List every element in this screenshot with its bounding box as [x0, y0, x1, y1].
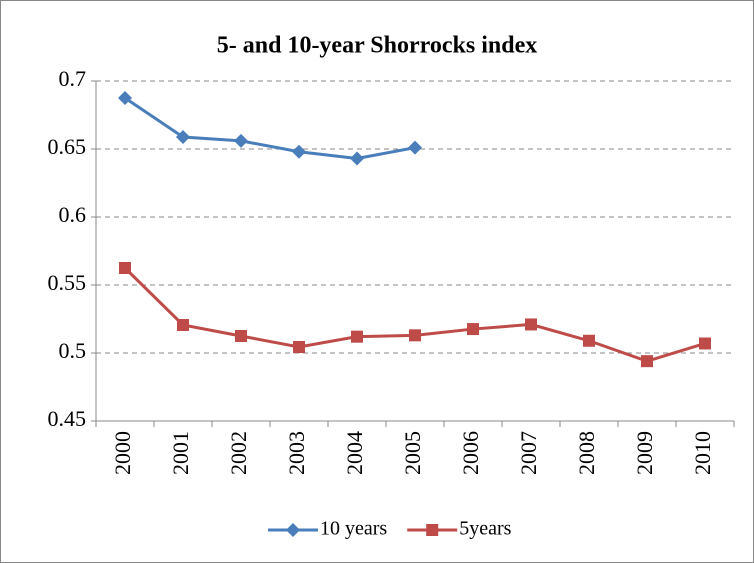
point-marker	[235, 330, 247, 342]
x-tick-label: 2004	[342, 431, 367, 475]
point-marker	[409, 329, 421, 342]
x-tick-label: 2006	[458, 431, 483, 475]
point-marker	[467, 323, 479, 336]
x-tick-label: 2009	[632, 431, 657, 475]
point-marker	[350, 151, 364, 166]
series-line	[124, 96, 416, 161]
point-marker	[699, 337, 711, 350]
y-tick-label: 0.55	[48, 270, 87, 295]
x-tick-label: 2008	[574, 431, 599, 475]
point-marker	[351, 330, 363, 343]
point-marker	[525, 318, 537, 331]
point-marker	[119, 262, 131, 274]
y-tick-label: 0.6	[59, 202, 87, 227]
point-marker	[176, 130, 190, 145]
x-tick-label: 2001	[168, 431, 193, 475]
x-tick-label: 2000	[110, 431, 135, 475]
point-marker	[293, 341, 305, 354]
point-marker	[118, 91, 132, 105]
point-marker	[583, 334, 595, 347]
point-marker	[292, 144, 306, 159]
x-tick-label: 2005	[400, 431, 425, 475]
x-tick-label: 2007	[516, 431, 541, 475]
point-marker	[641, 355, 653, 368]
legend-label: 10 years	[320, 518, 387, 540]
x-tick-label: 2003	[284, 431, 309, 475]
x-tick-label: 2010	[690, 431, 715, 475]
chart-title: 5- and 10-year Shorrocks index	[217, 33, 537, 59]
legend-marker	[286, 523, 300, 537]
x-tick-label: 2002	[226, 431, 251, 475]
y-tick-label: 0.7	[59, 66, 87, 91]
point-marker	[408, 140, 422, 155]
y-tick-label: 0.65	[48, 134, 87, 159]
legend-label: 5years	[459, 518, 511, 540]
y-tick-label: 0.5	[59, 338, 87, 363]
legend-marker	[426, 524, 439, 536]
point-marker	[177, 318, 189, 331]
point-marker	[234, 133, 248, 148]
y-tick-label: 0.45	[48, 406, 87, 431]
